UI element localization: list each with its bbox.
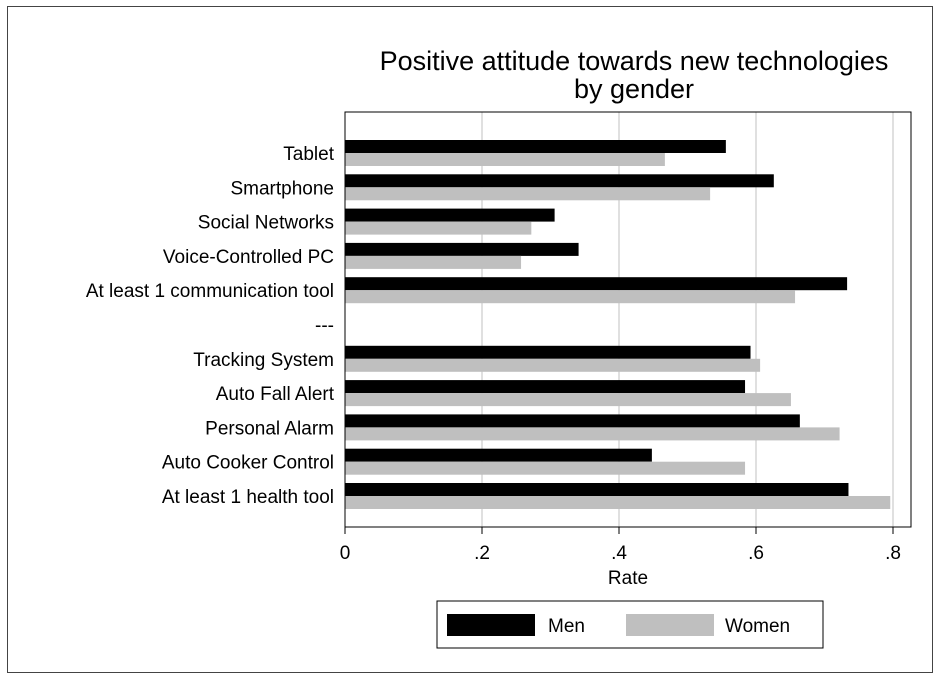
- category-label: Personal Alarm: [205, 418, 334, 439]
- bar-women-5: [345, 290, 796, 304]
- x-tick-label: .2: [474, 543, 490, 564]
- category-label: Smartphone: [230, 178, 334, 199]
- legend-label-men: Men: [548, 616, 585, 637]
- bar-men-2: [345, 174, 774, 188]
- bar-men-5: [345, 277, 848, 291]
- bar-men-11: [345, 483, 849, 496]
- category-label: At least 1 communication tool: [86, 281, 334, 302]
- legend: Men Women: [436, 600, 824, 649]
- bar-women-3: [345, 221, 532, 235]
- legend-key-women: [626, 614, 714, 636]
- legend-label-women: Women: [725, 616, 790, 637]
- bar-women-2: [345, 187, 711, 201]
- bar-women-8: [345, 393, 791, 407]
- category-label: At least 1 health tool: [162, 487, 334, 508]
- bar-men-10: [345, 448, 652, 462]
- category-label: Social Networks: [198, 213, 334, 234]
- bar-women-9: [345, 427, 840, 441]
- bar-men-1: [345, 140, 726, 153]
- x-tick-label: .8: [885, 543, 901, 564]
- x-tick-label: 0: [340, 543, 351, 564]
- bar-women-1: [345, 153, 665, 166]
- category-label: Tracking System: [193, 350, 334, 371]
- category-label: ---: [315, 316, 334, 337]
- bar-women-4: [345, 255, 522, 269]
- plot-area: [344, 111, 912, 528]
- chart-title-line2: by gender: [574, 74, 694, 104]
- category-label: Auto Cooker Control: [162, 453, 334, 474]
- bar-men-4: [345, 242, 579, 256]
- category-label: Tablet: [283, 144, 334, 165]
- bar-men-3: [345, 208, 555, 222]
- category-label: Voice-Controlled PC: [163, 247, 334, 268]
- bar-men-9: [345, 414, 800, 428]
- x-axis-label: Rate: [608, 568, 648, 589]
- category-label: Auto Fall Alert: [216, 384, 335, 405]
- bar-men-7: [345, 345, 751, 359]
- bar-women-10: [345, 461, 746, 475]
- x-axis: 0 .2 .4 .6 .8: [340, 527, 901, 564]
- bar-women-11: [345, 496, 891, 509]
- bars: [345, 140, 891, 509]
- x-tick-label: .6: [748, 543, 764, 564]
- chart-frame: [7, 6, 933, 673]
- category-labels: Tablet Smartphone Social Networks Voice-Con…: [86, 144, 335, 508]
- legend-key-men: [447, 614, 535, 636]
- bar-women-7: [345, 358, 761, 372]
- chart-title-line1: Positive attitude towards new technologi…: [380, 46, 889, 76]
- x-tick-label: .4: [611, 543, 627, 564]
- bar-men-8: [345, 380, 746, 394]
